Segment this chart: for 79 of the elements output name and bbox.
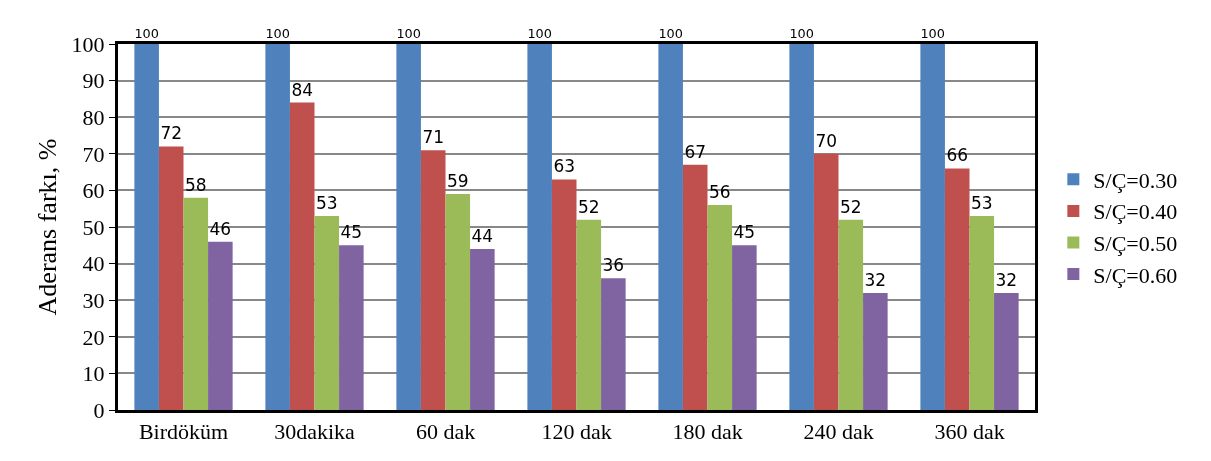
bar [208,241,233,410]
data-label: 72 [160,123,183,144]
y-tick-label: 0 [93,397,105,423]
x-tick-label: 360 dak [934,419,1005,445]
bar [732,245,757,410]
x-tick-label: Birdöküm [138,419,229,445]
data-label: 32 [864,269,887,290]
data-label: 45 [733,222,756,243]
bar [265,44,290,410]
data-label: 36 [602,255,625,276]
bar [944,168,970,410]
bar [551,179,577,410]
bar [813,153,839,410]
data-label: 100 [527,25,552,41]
bar [994,292,1019,410]
y-tick-label: 90 [82,68,105,94]
data-label: 53 [315,193,338,214]
bar [838,219,864,410]
bar [314,216,340,410]
data-label: 84 [291,79,314,100]
data-label: 45 [340,222,363,243]
bar [601,278,626,410]
y-tick-label: 50 [82,214,105,240]
bar [682,164,708,410]
data-label: 52 [839,196,862,217]
bar [445,194,471,410]
bar [527,44,552,410]
y-tick-label: 20 [82,324,105,350]
legend-label: S/Ç=0.60 [1093,262,1178,288]
data-label: 52 [577,196,600,217]
data-label: 58 [184,174,207,195]
data-label: 63 [553,156,576,177]
data-label: 32 [995,269,1018,290]
bar [339,245,364,410]
y-tick-label: 80 [82,104,105,130]
bar [969,216,995,410]
bar [470,248,495,410]
y-tick-label: 60 [82,178,105,204]
x-tick-label: 240 dak [803,419,874,445]
legend-label: S/Ç=0.40 [1093,199,1178,225]
data-label: 100 [789,25,814,41]
data-label: 71 [422,127,445,148]
bar [183,197,209,410]
data-label: 100 [265,25,290,41]
bar [134,44,159,410]
data-label: 100 [658,25,683,41]
data-label: 44 [471,225,494,246]
data-label: 70 [815,130,838,151]
y-tick-label: 40 [82,251,105,277]
bar [289,102,315,410]
data-label: 100 [134,25,159,41]
x-tick-label: 120 dak [541,419,612,445]
bar [158,146,184,410]
data-label: 100 [396,25,421,41]
y-tick-label: 30 [82,287,105,313]
data-label: 56 [708,182,731,203]
bar [658,44,683,410]
bar [396,44,421,410]
x-tick-label: 30dakika [274,419,356,445]
data-label: 67 [684,141,707,162]
bar [789,44,814,410]
y-axis-title: Aderans farkı, % [33,138,62,316]
legend-label: S/Ç=0.30 [1093,167,1178,193]
x-tick-label: 60 dak [415,419,476,445]
legend-label: S/Ç=0.50 [1093,231,1178,257]
bar [863,292,888,410]
data-label: 53 [970,193,993,214]
y-tick-label: 70 [82,141,105,167]
y-tick-label: 100 [71,31,105,57]
bar [707,205,733,410]
data-label: 46 [209,218,232,239]
bar [920,44,945,410]
data-label: 66 [946,145,969,166]
x-tick-label: 180 dak [672,419,743,445]
data-label: 100 [920,25,945,41]
data-label: 59 [446,171,469,192]
bar [576,219,602,410]
bar [420,150,446,410]
y-tick-label: 10 [82,361,105,387]
